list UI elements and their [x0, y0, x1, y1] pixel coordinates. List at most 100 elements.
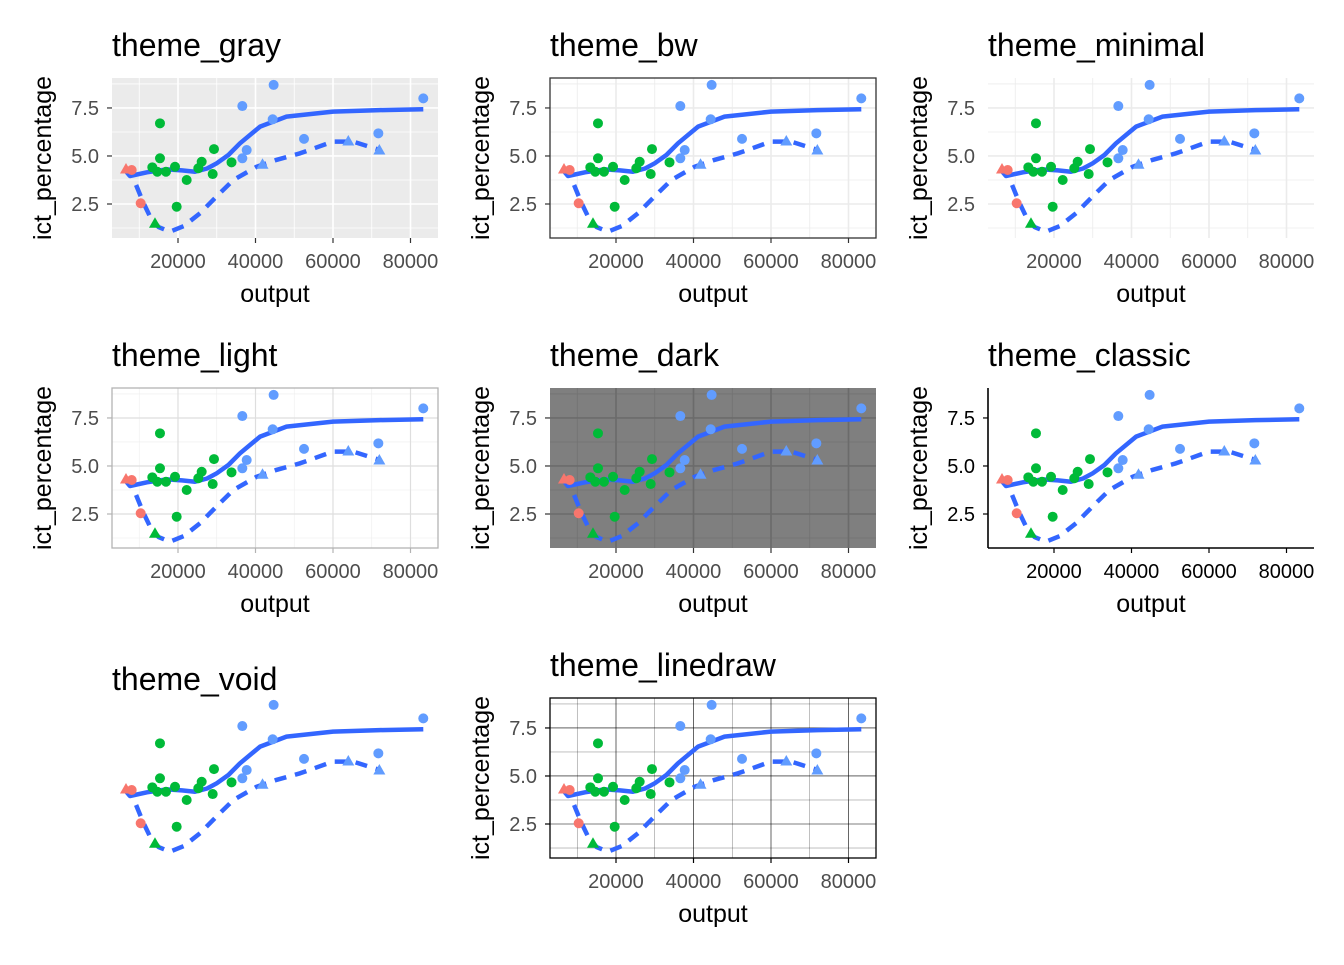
panel-linedraw: theme_linedraw 20000 40000 60000 80000 2.5 5.0… — [467, 647, 877, 928]
data-point-circle — [373, 438, 384, 449]
data-point-circle — [573, 198, 584, 209]
data-point-circle — [181, 794, 192, 805]
data-point-circle — [135, 508, 146, 519]
data-point-circle — [267, 424, 278, 435]
y-axis-title: ict_percentage — [467, 76, 495, 240]
data-point-triangle — [342, 755, 355, 766]
x-axis-title: output — [240, 590, 310, 618]
x-tick-label: 20000 — [150, 251, 206, 273]
x-tick-label: 20000 — [150, 561, 206, 583]
data-point-circle — [1249, 128, 1260, 139]
data-point-circle — [675, 463, 686, 474]
data-point-circle — [646, 764, 657, 775]
data-point-circle — [811, 128, 822, 139]
data-point-circle — [592, 773, 603, 784]
data-point-circle — [373, 128, 384, 139]
dashed-smooth-line — [134, 449, 381, 544]
data-point-circle — [181, 174, 192, 185]
data-point-circle — [590, 166, 601, 177]
data-point-circle — [664, 467, 675, 478]
data-point-circle — [1102, 157, 1113, 168]
panel-void: theme_void — [112, 661, 429, 854]
data-point-circle — [1117, 145, 1128, 156]
data-point-triangle — [586, 837, 599, 848]
data-point-circle — [126, 165, 137, 176]
panel-border — [549, 77, 877, 239]
data-point-circle — [1084, 454, 1095, 465]
x-tick-label: 20000 — [1026, 251, 1082, 273]
data-point-circle — [1084, 144, 1095, 155]
x-tick-label: 60000 — [743, 871, 799, 893]
data-point-circle — [1294, 93, 1305, 104]
panel-background — [550, 698, 876, 858]
data-point-circle — [1047, 201, 1058, 212]
data-point-circle — [268, 389, 279, 400]
y-tick-label: 2.5 — [947, 194, 975, 216]
panel-gray: theme_gray 20000 40000 60000 80000 2.5 5.0 7.5 o… — [29, 27, 438, 308]
y-tick-label: 2.5 — [509, 504, 537, 526]
data-point-circle — [1036, 166, 1047, 177]
data-point-circle — [1113, 153, 1124, 164]
data-point-circle — [1249, 438, 1260, 449]
data-point-circle — [590, 476, 601, 487]
x-tick-label: 80000 — [1259, 251, 1315, 273]
y-tick-label: 2.5 — [509, 194, 537, 216]
data-point-circle — [1028, 476, 1039, 487]
data-point-circle — [1030, 428, 1041, 439]
x-tick-label: 40000 — [666, 871, 722, 893]
data-point-circle — [1036, 476, 1047, 487]
data-point-circle — [299, 133, 310, 144]
y-tick-label: 5.0 — [509, 766, 537, 788]
data-point-triangle — [780, 755, 793, 766]
data-point-circle — [664, 777, 675, 788]
plot-area: 20000 40000 60000 80000 2.5 5.0 7.5 output ict_p… — [29, 386, 439, 618]
data-point-circle — [152, 166, 163, 177]
data-point-circle — [237, 153, 248, 164]
y-tick-label: 7.5 — [509, 718, 537, 740]
panel-title: theme_minimal — [988, 27, 1205, 63]
data-point-circle — [706, 389, 717, 400]
data-point-circle — [598, 786, 609, 797]
x-tick-label: 80000 — [383, 561, 439, 583]
data-point-circle — [135, 198, 146, 209]
data-point-circle — [608, 161, 619, 172]
data-point-triangle — [694, 468, 707, 479]
data-point-circle — [679, 455, 690, 466]
data-point-triangle — [694, 158, 707, 169]
dashed-smooth-line — [572, 139, 819, 234]
x-tick-label: 60000 — [1181, 561, 1237, 583]
data-point-triangle — [1249, 144, 1262, 155]
dashed-smooth-line — [1010, 139, 1257, 234]
dashed-smooth-line — [134, 759, 381, 854]
data-point-circle — [237, 721, 248, 732]
panel-background — [550, 388, 876, 548]
data-point-circle — [1030, 153, 1041, 164]
data-point-circle — [1102, 467, 1113, 478]
x-tick-label: 60000 — [1181, 251, 1237, 273]
data-point-circle — [1294, 403, 1305, 414]
data-point-triangle — [1024, 217, 1037, 228]
data-point-triangle — [148, 837, 161, 848]
data-point-circle — [1069, 163, 1080, 174]
data-point-circle — [268, 699, 279, 710]
data-point-triangle — [256, 468, 269, 479]
x-axis-title: output — [1116, 280, 1186, 308]
data-point-triangle — [811, 144, 824, 155]
y-tick-label: 2.5 — [947, 504, 975, 526]
x-tick-label: 60000 — [305, 561, 361, 583]
data-point-circle — [418, 93, 429, 104]
data-point-circle — [207, 169, 218, 180]
data-point-circle — [598, 166, 609, 177]
data-point-circle — [1030, 463, 1041, 474]
y-tick-label: 7.5 — [509, 408, 537, 430]
data-point-circle — [1002, 165, 1013, 176]
y-tick-label: 7.5 — [509, 98, 537, 120]
data-point-triangle — [780, 135, 793, 146]
data-point-circle — [619, 174, 630, 185]
data-point-circle — [237, 101, 248, 112]
data-point-triangle — [811, 764, 824, 775]
data-point-circle — [237, 411, 248, 422]
data-point-triangle — [1132, 468, 1145, 479]
y-axis-title: ict_percentage — [905, 386, 933, 550]
data-point-circle — [592, 428, 603, 439]
